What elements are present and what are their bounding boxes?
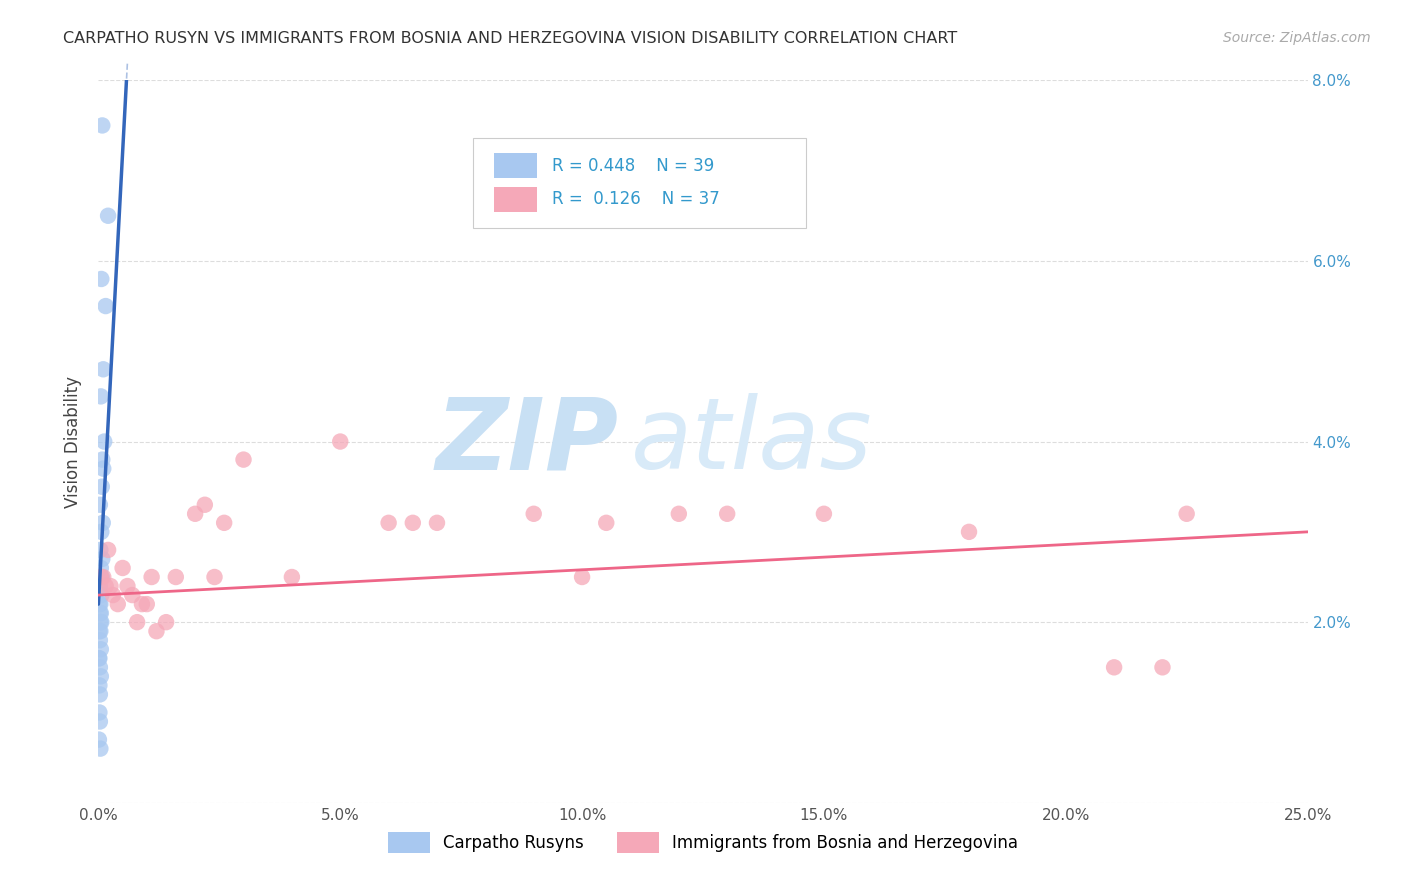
Point [155,615,177,630]
Point [141,570,163,584]
Point [184,507,207,521]
Point [90,615,112,630]
Point [89,498,111,512]
Point [89,624,111,639]
Point [89,714,111,729]
Point [94,579,117,593]
Text: Source: ZipAtlas.com: Source: ZipAtlas.com [1223,31,1371,45]
Text: R =  0.126    N = 37: R = 0.126 N = 37 [551,191,720,209]
Point [97,542,120,557]
Point [117,579,139,593]
Point [89,651,111,665]
Point [89,706,111,720]
Point [89,579,111,593]
Point [329,434,352,449]
Point [89,687,111,701]
Point [89,615,111,630]
Point [131,597,153,611]
Point [212,516,235,530]
Point [100,579,122,593]
Point [90,588,112,602]
Point [89,741,111,756]
Point [101,588,124,602]
FancyBboxPatch shape [494,187,537,211]
Point [165,570,187,584]
Point [90,272,112,286]
Point [111,561,134,575]
Point [91,119,114,133]
Point [90,570,112,584]
Point [402,516,425,530]
Point [91,570,114,584]
Point [87,732,110,747]
Point [813,507,835,521]
Point [90,561,112,575]
Point [1175,507,1198,521]
Point [571,570,593,584]
Point [89,606,111,620]
Point [90,389,112,403]
Point [1102,660,1125,674]
Point [89,624,111,639]
Point [377,516,399,530]
FancyBboxPatch shape [474,138,806,228]
Point [91,516,114,530]
Point [91,452,114,467]
Point [523,507,546,521]
Point [194,498,217,512]
Point [94,299,117,313]
Point [89,597,111,611]
Text: CARPATHO RUSYN VS IMMIGRANTS FROM BOSNIA AND HERZEGOVINA VISION DISABILITY CORRE: CARPATHO RUSYN VS IMMIGRANTS FROM BOSNIA… [63,31,957,46]
Point [90,480,112,494]
Point [91,552,114,566]
Point [97,209,120,223]
Point [91,362,114,376]
Point [90,669,112,683]
Point [127,615,149,630]
Point [89,633,111,648]
FancyBboxPatch shape [494,153,537,178]
Text: atlas: atlas [630,393,872,490]
Point [1152,660,1174,674]
Point [716,507,738,521]
Point [89,542,111,557]
Point [91,461,114,475]
Text: ZIP: ZIP [436,393,619,490]
Point [145,624,167,639]
Point [121,588,143,602]
Point [595,516,617,530]
Text: R = 0.448    N = 39: R = 0.448 N = 39 [551,156,714,175]
Point [87,651,110,665]
Point [89,660,111,674]
Point [107,597,129,611]
Point [90,642,112,657]
Point [281,570,304,584]
Point [90,524,112,539]
Point [93,434,115,449]
Point [204,570,226,584]
Point [90,570,112,584]
Point [90,606,112,620]
Legend: Carpatho Rusyns, Immigrants from Bosnia and Herzegovina: Carpatho Rusyns, Immigrants from Bosnia … [381,826,1025,860]
Point [232,452,254,467]
Y-axis label: Vision Disability: Vision Disability [65,376,83,508]
Point [89,678,111,692]
Point [426,516,449,530]
Point [957,524,980,539]
Point [135,597,157,611]
Point [668,507,690,521]
Point [89,597,111,611]
